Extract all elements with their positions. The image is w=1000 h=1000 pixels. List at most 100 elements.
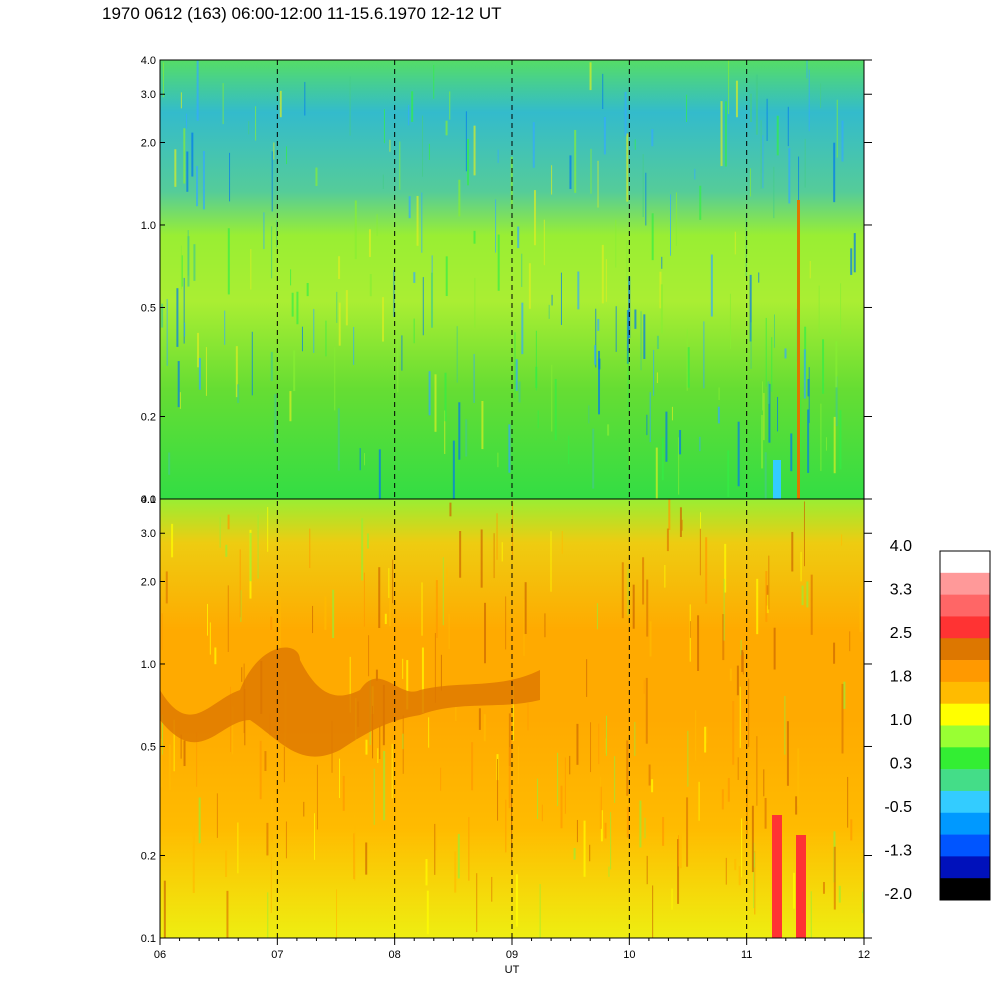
panel-texture-streak: [671, 888, 673, 910]
panel-texture-streak: [497, 759, 499, 821]
panel-texture-streak: [467, 138, 470, 186]
panel-texture-streak: [382, 174, 384, 189]
panel-texture-streak: [598, 358, 601, 370]
panel-texture-streak: [171, 523, 174, 558]
panel-texture-streak: [720, 101, 723, 167]
panel-texture-streak: [408, 105, 410, 126]
panel-texture-streak: [434, 374, 437, 432]
panel-texture-streak: [368, 229, 371, 257]
panel-texture-streak: [728, 60, 730, 115]
panel-texture-streak: [784, 348, 787, 359]
panel-texture-streak: [255, 106, 257, 141]
panel-texture-streak: [225, 544, 228, 557]
panel-texture-streak: [237, 384, 240, 403]
panel-texture-streak: [363, 453, 365, 466]
panel-texture-streak: [749, 93, 752, 122]
y-tick-label: 0.5: [141, 741, 156, 753]
panel-texture-streak: [833, 142, 836, 203]
panel-texture-streak: [440, 767, 442, 791]
panel-texture-streak: [501, 542, 503, 562]
panel-texture-streak: [734, 231, 736, 255]
panel-texture-streak: [187, 230, 189, 276]
chart-title: 1970 0612 (163) 06:00-12:00 11-15.6.1970…: [102, 4, 502, 23]
panel-texture-streak: [363, 572, 365, 627]
panel-texture-streak: [249, 532, 252, 582]
panel-texture-streak: [699, 436, 701, 452]
panel-texture-streak: [449, 91, 451, 120]
panel-texture-streak: [446, 567, 448, 587]
panel-texture-streak: [840, 283, 842, 335]
panel-texture-streak: [643, 314, 646, 359]
panel-texture-streak: [267, 892, 269, 938]
panel-top-orange-streak: [797, 200, 800, 499]
panel-texture-streak: [598, 723, 600, 765]
panel-texture-streak: [179, 392, 181, 409]
panel-texture-streak: [803, 349, 806, 399]
panel-texture-streak: [457, 833, 460, 879]
colorbar-label: 2.5: [890, 625, 912, 642]
panel-texture-streak: [810, 891, 812, 938]
panel-texture-streak: [596, 603, 598, 630]
panel-texture-streak: [603, 116, 606, 155]
panel-texture-streak: [763, 393, 765, 441]
panel-texture-streak: [670, 194, 672, 256]
y-tick-label: 2.0: [141, 137, 156, 149]
panel-bottom-red-streak: [772, 815, 782, 938]
panel-texture-streak: [342, 775, 345, 811]
panel-texture-streak: [444, 410, 446, 454]
panel-texture-streak: [497, 234, 500, 291]
panel-texture-streak: [315, 167, 318, 187]
panel-texture-streak: [686, 94, 688, 122]
panel-texture-streak: [518, 746, 520, 785]
panel-texture-streak: [266, 822, 269, 856]
panel-texture-streak: [279, 90, 282, 118]
panel-texture-streak: [431, 272, 434, 328]
colorbar-swatch: [940, 790, 990, 814]
y-tick-label: 4.0: [141, 494, 156, 506]
panel-texture-streak: [737, 421, 740, 487]
panel-texture-streak: [804, 138, 806, 188]
panel-texture-streak: [771, 337, 773, 392]
panel-texture-streak: [801, 585, 804, 606]
panel-texture-streak: [753, 852, 755, 868]
colorbar-swatch: [940, 878, 990, 901]
panel-texture-streak: [649, 621, 652, 657]
panel-texture-streak: [312, 605, 314, 634]
panel-texture-streak: [369, 274, 372, 297]
panel-texture-streak: [185, 113, 187, 129]
panel-texture-streak: [426, 890, 429, 935]
panel-texture-streak: [349, 656, 351, 713]
colorbar-swatch: [940, 660, 990, 683]
panel-texture-streak: [336, 291, 338, 323]
panel-texture-streak: [196, 731, 198, 787]
panel-texture-streak: [749, 274, 752, 342]
panel-texture-streak: [734, 858, 737, 871]
panel-texture-streak: [193, 244, 196, 281]
panel-texture-streak: [316, 764, 318, 830]
panel-texture-streak: [484, 602, 487, 664]
panel-texture-streak: [416, 195, 419, 246]
panel-texture-streak: [435, 827, 437, 851]
panel-texture-streak: [742, 652, 744, 675]
panel-texture-streak: [332, 589, 335, 639]
colorbar-swatch: [940, 551, 990, 574]
panel-texture-streak: [648, 764, 651, 786]
panel-texture-streak: [777, 396, 779, 432]
panel-texture-streak: [825, 437, 827, 451]
panel-texture-streak: [822, 339, 825, 394]
panel-texture-streak: [428, 143, 430, 160]
colorbar: 4.0 3.3 2.5 1.8 1.0 0.3 -0.5 -1.3 -2.0: [884, 538, 991, 903]
panel-texture-streak: [435, 580, 438, 639]
panel-texture-streak: [615, 306, 617, 352]
panel-texture-streak: [766, 98, 768, 141]
panel-texture-streak: [235, 346, 238, 398]
y-tick-label: 0.2: [141, 412, 156, 424]
panel-texture-streak: [442, 557, 444, 626]
panel-texture-streak: [695, 710, 697, 761]
panel-texture-streak: [687, 347, 690, 388]
y-tick-label: 0.5: [141, 302, 156, 314]
panel-texture-streak: [455, 703, 457, 722]
ut-hour-lines: [276, 60, 748, 938]
panel-texture-streak: [303, 801, 305, 817]
panel-texture-streak: [822, 882, 825, 894]
